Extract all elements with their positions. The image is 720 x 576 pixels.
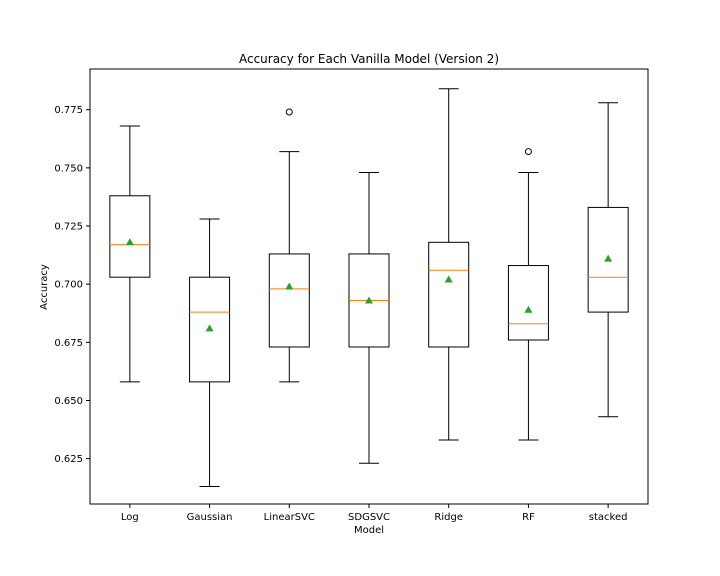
- iqr-box: [268, 253, 310, 348]
- iqr-box: [428, 241, 470, 348]
- mean-marker: [365, 296, 373, 304]
- mean-marker: [524, 305, 533, 313]
- iqr-box: [587, 206, 629, 313]
- mean-marker: [444, 275, 453, 283]
- outlier-point: [285, 108, 293, 116]
- box-group: [348, 172, 390, 464]
- x-tick-label: RF: [522, 512, 535, 523]
- plot-area: [109, 88, 629, 488]
- x-tick-label: Log: [121, 512, 139, 523]
- box-group: [268, 108, 310, 383]
- y-tick-label: 0.750: [54, 163, 83, 174]
- y-tick-label: 0.775: [54, 105, 83, 116]
- y-tick-label: 0.675: [54, 338, 83, 349]
- x-tick-label: LinearSVC: [264, 512, 315, 523]
- iqr-box: [109, 195, 151, 278]
- y-tick-label: 0.700: [54, 280, 83, 291]
- box-group: [428, 88, 470, 441]
- mean-marker: [125, 238, 134, 246]
- mean-marker: [205, 324, 214, 332]
- x-tick-label: Ridge: [434, 512, 463, 523]
- x-axis-label: Model: [354, 525, 384, 536]
- iqr-box: [189, 276, 231, 383]
- x-tick-label: stacked: [589, 512, 628, 523]
- mean-marker: [285, 282, 294, 290]
- iqr-box: [507, 265, 549, 341]
- axes: 0.625 0.650 0.675 0.700 0.725 0.750 0.775 Log Ga…: [54, 105, 627, 523]
- outlier-point: [524, 148, 532, 156]
- y-tick-label: 0.650: [54, 396, 83, 407]
- box-group: [189, 218, 231, 488]
- mean-marker: [604, 254, 613, 262]
- chart-title: Accuracy for Each Vanilla Model (Version…: [239, 52, 499, 66]
- y-tick-label: 0.725: [54, 222, 83, 233]
- box-group: [507, 148, 549, 441]
- box-group: [587, 102, 629, 418]
- y-axis-label: Accuracy: [39, 264, 50, 310]
- x-tick-label: SDGSVC: [348, 512, 390, 523]
- y-tick-label: 0.625: [54, 454, 83, 465]
- box-group: [109, 125, 151, 383]
- x-tick-label: Gaussian: [187, 512, 233, 523]
